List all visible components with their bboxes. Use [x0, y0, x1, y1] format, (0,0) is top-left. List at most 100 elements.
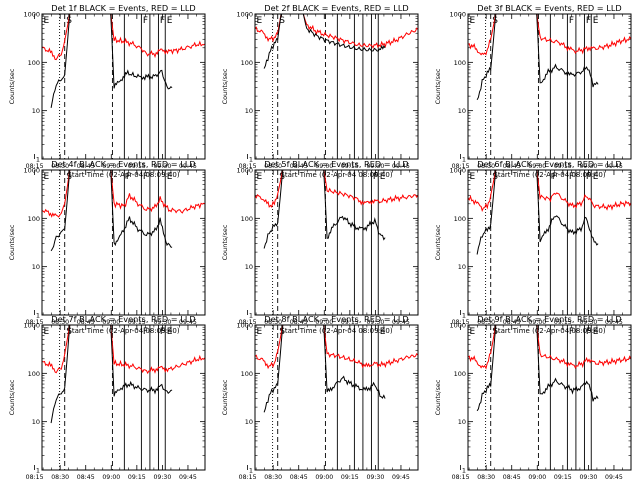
y-axis-label: Counts/sec — [434, 224, 442, 260]
event-marker-label: E — [380, 327, 386, 337]
x-tick-label: 09:30 — [366, 163, 384, 170]
chart-panel: Det 6f BLACK = Events, RED = LLD Counts/s… — [434, 159, 632, 335]
event-marker-label: E — [257, 172, 263, 182]
x-tick-label: 09:00 — [102, 319, 120, 326]
x-tick-label: 09:30 — [579, 319, 597, 326]
y-axis-label: Counts/sec — [434, 379, 442, 415]
series-group — [468, 170, 631, 255]
x-tick-label: 09:15 — [554, 163, 572, 170]
event-marker-label: E — [470, 172, 476, 182]
y-tick-label: 1 — [462, 156, 466, 164]
x-tick-label: 09:00 — [528, 319, 546, 326]
x-tick-label: 09:45 — [605, 319, 623, 326]
series-group — [468, 14, 631, 101]
y-tick-label: 100 — [454, 215, 466, 223]
x-tick-label: 08:30 — [51, 319, 69, 326]
event-marker-label: F — [143, 327, 148, 337]
x-tick-label: 09:45 — [605, 163, 623, 170]
chart-title: Det 5f BLACK = Events, RED = LLD — [264, 159, 408, 169]
event-marker-label: F — [569, 172, 574, 182]
chart-title: Det 7f BLACK = Events, RED = LLD — [51, 314, 195, 324]
x-tick-label: 08:15 — [239, 319, 257, 326]
event-marker-label: E — [167, 16, 173, 26]
series-red-line — [255, 14, 418, 49]
y-axis-label: Counts/sec — [8, 379, 16, 415]
x-tick-label: 08:30 — [477, 163, 495, 170]
y-tick-label: 10 — [245, 107, 253, 115]
series-group — [42, 170, 205, 252]
y-tick-label: 100 — [241, 59, 253, 67]
y-tick-label: 1 — [462, 467, 466, 475]
y-tick-label: 1000 — [23, 167, 40, 175]
x-tick-label: 08:45 — [503, 163, 521, 170]
x-tick-label: 08:30 — [477, 474, 495, 480]
event-marker-label: E — [593, 16, 599, 26]
x-tick-label: 08:45 — [290, 474, 308, 480]
x-tick-label: 09:15 — [128, 474, 146, 480]
event-marker-label: F — [160, 16, 165, 26]
event-marker-label: E — [470, 327, 476, 337]
event-marker-label: E — [44, 16, 50, 26]
plot-frame — [254, 169, 419, 316]
y-tick-label: 1 — [36, 312, 40, 320]
y-tick-label: 1 — [249, 312, 253, 320]
x-tick-label: 08:15 — [26, 163, 44, 170]
x-tick-label: 09:00 — [315, 163, 333, 170]
y-tick-label: 100 — [454, 59, 466, 67]
x-tick-label: 08:30 — [264, 474, 282, 480]
x-tick-label: 09:00 — [315, 319, 333, 326]
event-marker-label: E — [470, 16, 476, 26]
series-group — [255, 325, 418, 413]
y-tick-label: 100 — [28, 215, 40, 223]
x-tick-label: 09:45 — [179, 319, 197, 326]
y-tick-label: 1 — [36, 467, 40, 475]
chart-panel: Det 7f BLACK = Events, RED = LLD Counts/s… — [8, 314, 206, 480]
x-tick-label: 08:45 — [503, 319, 521, 326]
series-black-line — [476, 325, 599, 412]
chart-panel: Det 1f BLACK = Events, RED = LLD Counts/s… — [8, 3, 206, 179]
y-axis-label: Counts/sec — [221, 68, 229, 104]
y-tick-label: 1000 — [236, 322, 253, 330]
series-black-line — [476, 14, 599, 101]
series-group — [255, 14, 418, 69]
x-tick-label: 09:45 — [179, 474, 197, 480]
chart-panel: Det 9f BLACK = Events, RED = LLD Counts/s… — [434, 314, 632, 480]
x-tick-label: 09:30 — [153, 474, 171, 480]
y-tick-label: 10 — [245, 418, 253, 426]
x-tick-label: 08:15 — [239, 474, 257, 480]
series-red-line — [255, 325, 418, 370]
x-tick-label: 08:45 — [290, 319, 308, 326]
y-tick-label: 1000 — [449, 11, 466, 19]
chart-panel: Det 2f BLACK = Events, RED = LLD Counts/s… — [221, 3, 419, 179]
x-tick-label: 08:15 — [239, 163, 257, 170]
x-tick-label: 09:30 — [366, 319, 384, 326]
y-tick-label: 1 — [249, 467, 253, 475]
y-tick-label: 1 — [249, 156, 253, 164]
event-marker-label: F — [143, 172, 148, 182]
x-tick-label: 09:45 — [605, 474, 623, 480]
x-tick-label: 08:30 — [51, 474, 69, 480]
x-tick-label: 09:15 — [554, 474, 572, 480]
series-group — [42, 14, 205, 108]
x-tick-label: 09:45 — [179, 163, 197, 170]
chart-panel: Det 8f BLACK = Events, RED = LLD Counts/s… — [221, 314, 419, 480]
x-tick-label: 08:15 — [452, 319, 470, 326]
y-axis-label: Counts/sec — [434, 68, 442, 104]
x-axis-label: Start Time (02-Apr-04 08:09:40) — [67, 171, 179, 179]
x-tick-label: 09:45 — [392, 163, 410, 170]
event-marker-label: S — [279, 16, 285, 26]
y-tick-label: 1 — [36, 156, 40, 164]
series-black-line — [476, 170, 599, 255]
x-tick-label: 09:15 — [341, 163, 359, 170]
x-tick-label: 09:15 — [128, 319, 146, 326]
y-tick-label: 10 — [458, 263, 466, 271]
y-axis-label: Counts/sec — [8, 224, 16, 260]
x-tick-label: 08:15 — [26, 319, 44, 326]
event-marker-label: F — [586, 172, 591, 182]
plot-frame — [467, 324, 632, 471]
x-tick-label: 09:00 — [102, 474, 120, 480]
event-marker-label: F — [569, 16, 574, 26]
event-marker-label: E — [44, 327, 50, 337]
y-tick-label: 1000 — [23, 322, 40, 330]
x-tick-label: 08:30 — [264, 163, 282, 170]
